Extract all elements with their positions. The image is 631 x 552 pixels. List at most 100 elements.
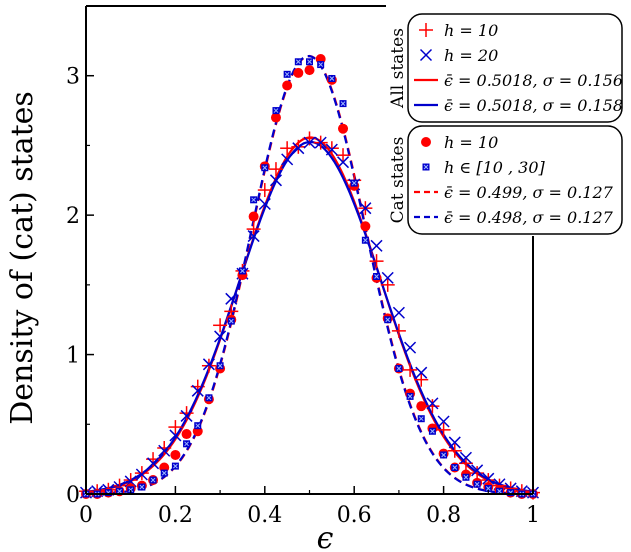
data-point-cat_h1030 [384,316,392,324]
data-point-cat_h1030-hb [150,477,156,483]
data-point-all_h20 [459,451,472,464]
data-point-cat_h1030-hb [340,101,346,106]
plot-layer [79,53,540,500]
data-point-all_h10 [280,141,295,156]
data-point-all_h20 [426,397,439,410]
data-point-all_h20-b [336,156,350,169]
series-cat_h1030 [82,58,537,498]
data-point-cat_h1030-hb [262,165,268,171]
legend-marker-cat_h10 [421,137,431,147]
data-point-all_h10 [134,466,149,481]
legend-layer: All states h = 10 h = 20 ϵ̄ = 0.5018, σ = 0… [388,13,623,235]
data-point-all_h20 [325,143,338,156]
data-point-all_h20 [448,436,461,449]
data-point-cat_h10 [181,429,192,440]
data-point-cat_h1030-hb [139,484,145,490]
legend-marker-cat_h1030-hb [423,164,429,170]
data-point-all_h20 [303,136,316,149]
legend-box-1 [407,125,623,235]
data-point-cat_h1030-hb [396,366,402,371]
data-point-cat_h1030 [160,469,168,477]
data-point-cat_h1030-hb [497,488,502,494]
data-point-cat_h1030-hb [418,416,424,422]
data-point-all_h20 [158,444,171,457]
data-point-all_h10 [470,466,485,481]
data-point-all_h20 [471,464,484,477]
data-point-all_h20 [281,153,294,166]
y-tick-label: 0 [66,483,80,508]
data-point-cat_h1030-hb [228,318,234,324]
data-point-cat_h1030-hb [441,452,446,458]
data-point-cat_h1030-hb [351,180,357,186]
data-point-all_h20 [247,230,260,243]
data-point-cat_h1030 [361,236,369,244]
data-point-cat_h1030-hb [452,465,458,470]
data-point-cat_h1030 [306,58,313,66]
data-point-all_h10 [291,139,306,154]
data-point-cat_h1030-hb [329,76,335,81]
data-point-all_h20-b [281,153,294,166]
data-point-all_h10 [403,362,418,377]
data-point-cat_h10-dot [304,65,315,76]
data-point-cat_h1030-hb [217,363,223,369]
data-point-cat_h1030 [283,70,291,78]
data-point-all_h20-b [448,436,461,449]
data-point-all_h20-b [459,451,472,464]
data-point-cat_h1030 [238,267,246,275]
legend-group-label: All states [388,28,408,109]
data-point-cat_h10-dot [416,401,427,412]
x-tick-label: 0.8 [426,503,461,528]
data-point-all_h10 [257,183,272,198]
data-point-all_h10 [268,162,283,177]
data-point-cat_h10-dot [248,211,259,222]
data-point-cat_h1030 [428,427,436,435]
data-point-cat_h1030 [216,362,224,370]
data-point-all_h20-b [415,366,428,379]
data-point-cat_h1030-hb [463,474,469,480]
legend-entry-text: h = 10 [444,21,498,40]
x-tick-label: 0.2 [158,503,193,528]
y-axis-title: Density of (cat) states [5,91,40,425]
data-point-cat_h1030 [328,75,336,83]
data-point-all_h20-b [147,457,160,470]
legend-entry-text: ϵ̄ = 0.5018, σ = 0.158 [444,96,623,115]
legend-entry-text: ϵ̄ = 0.5018, σ = 0.156 [444,71,623,90]
data-point-cat_h1030-hb [251,197,256,203]
data-point-all_h10 [336,148,351,163]
data-point-cat_h10-dot [181,429,192,440]
data-point-cat_h1030-hb [318,62,324,67]
data-point-all_h20 [404,341,417,354]
data-point-cat_h10-dot [293,67,304,78]
data-point-all_h20 [225,292,238,305]
data-point-all_h20 [169,429,182,442]
data-point-cat_h1030 [440,451,448,459]
data-point-all_h10 [157,440,172,455]
data-point-all_h20-b [404,341,417,354]
data-point-cat_h10 [416,401,427,412]
data-point-all_h20 [415,366,428,379]
data-point-cat_h1030 [127,486,135,494]
legend-box-0 [407,13,623,123]
y-tick-label: 3 [66,65,80,90]
data-point-all_h10 [447,443,462,458]
x-axis-title: ϵ [317,521,334,552]
legend-entry-text: ϵ̄ = 0.499, σ = 0.127 [444,183,614,202]
data-point-all_h10 [168,420,183,435]
data-point-all_h20-b [482,472,495,485]
data-point-cat_h1030 [138,483,146,491]
data-point-cat_h1030 [227,317,235,325]
data-point-cat_h1030-hb [385,317,391,323]
x-tick-label: 0.4 [247,503,282,528]
data-point-all_h20-b [381,271,394,284]
data-point-cat_h1030-hb [363,237,368,243]
data-point-all_h20-b [247,230,260,243]
data-point-cat_h10 [360,221,371,232]
x-tick-label: 0 [79,503,93,528]
data-point-cat_h1030-hb [117,488,122,494]
y-tick-label: 1 [66,344,80,369]
data-point-cat_h1030 [451,464,459,472]
data-point-cat_h1030 [507,489,515,497]
data-point-all_h20 [437,415,450,428]
data-point-all_h20-b [258,197,271,211]
data-point-all_h20-b [169,429,182,442]
